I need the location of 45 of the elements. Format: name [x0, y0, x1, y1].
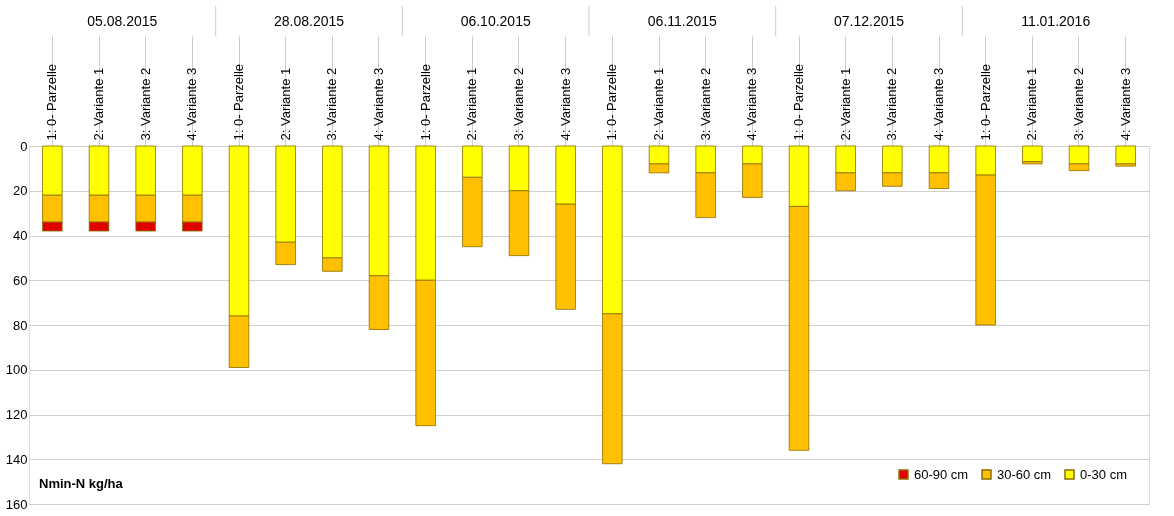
text: 07.12.2015 — [833, 13, 905, 29]
legend-label: 30-60 cm — [997, 466, 1052, 482]
x-tick-label: 1: 0- Parzelle — [417, 63, 433, 141]
x-tick-label: 3: Variante 2 — [1071, 67, 1086, 141]
text: 06.11.2015 — [647, 13, 718, 29]
text: 28.08.2015 — [273, 13, 345, 29]
y-tick-label: 80 — [13, 317, 28, 333]
x-tick-label: 1: 0- Parzelle — [604, 63, 620, 141]
legend-label: 60-90 cm — [914, 466, 969, 482]
x-tick-label: 4: Variante 3 — [371, 67, 386, 141]
y-tick-label: 120 — [5, 407, 28, 422]
legend-label: 0-30 cm — [1080, 466, 1127, 482]
y-tick-label: 20 — [13, 183, 28, 199]
bar — [1022, 145, 1043, 163]
y-tick-label: 140 — [5, 451, 28, 467]
y-tick-label: 160 — [5, 496, 28, 512]
text: 11.01.2016 — [1021, 13, 1091, 29]
x-tick-label: 2: Variante 1 — [91, 67, 106, 141]
x-tick-label: 1: 0- Parzelle — [791, 63, 806, 141]
y-tick-label: 100 — [5, 362, 28, 378]
x-tick-label: 4: Variante 3 — [1117, 67, 1133, 141]
y-axis-title: Nmin-N kg/ha — [39, 476, 124, 491]
x-tick-label: 3: Variante 2 — [324, 67, 340, 141]
y-tick-label: 60 — [13, 272, 28, 288]
text: 05.08.2015 — [87, 13, 158, 29]
x-tick-label: 2: Variante 1 — [837, 67, 853, 141]
x-tick-label: 2: Variante 1 — [651, 67, 666, 141]
x-tick-label: 2: Variante 1 — [277, 67, 293, 141]
x-tick-label: 3: Variante 2 — [697, 67, 713, 141]
x-tick-label: 1: 0- Parzelle — [977, 63, 993, 141]
x-tick-label: 1: 0- Parzelle — [231, 63, 246, 141]
x-tick-label: 4: Variante 3 — [931, 67, 946, 141]
x-tick-label: 4: Variante 3 — [744, 67, 760, 141]
y-tick-label: 0 — [20, 138, 28, 154]
x-tick-label: 1: 0- Parzelle — [44, 63, 60, 141]
x-tick-label: 4: Variante 3 — [557, 67, 573, 141]
y-tick-label: 40 — [13, 228, 28, 243]
x-tick-label: 3: Variante 2 — [137, 67, 153, 141]
x-tick-label: 3: Variante 2 — [511, 67, 526, 141]
bar — [1115, 145, 1136, 165]
x-tick-label: 2: Variante 1 — [464, 67, 480, 141]
x-tick-label: 4: Variante 3 — [184, 67, 200, 141]
x-tick-label: 3: Variante 2 — [884, 67, 900, 141]
text: 06.10.2015 — [460, 13, 531, 29]
x-tick-label: 2: Variante 1 — [1024, 67, 1040, 141]
